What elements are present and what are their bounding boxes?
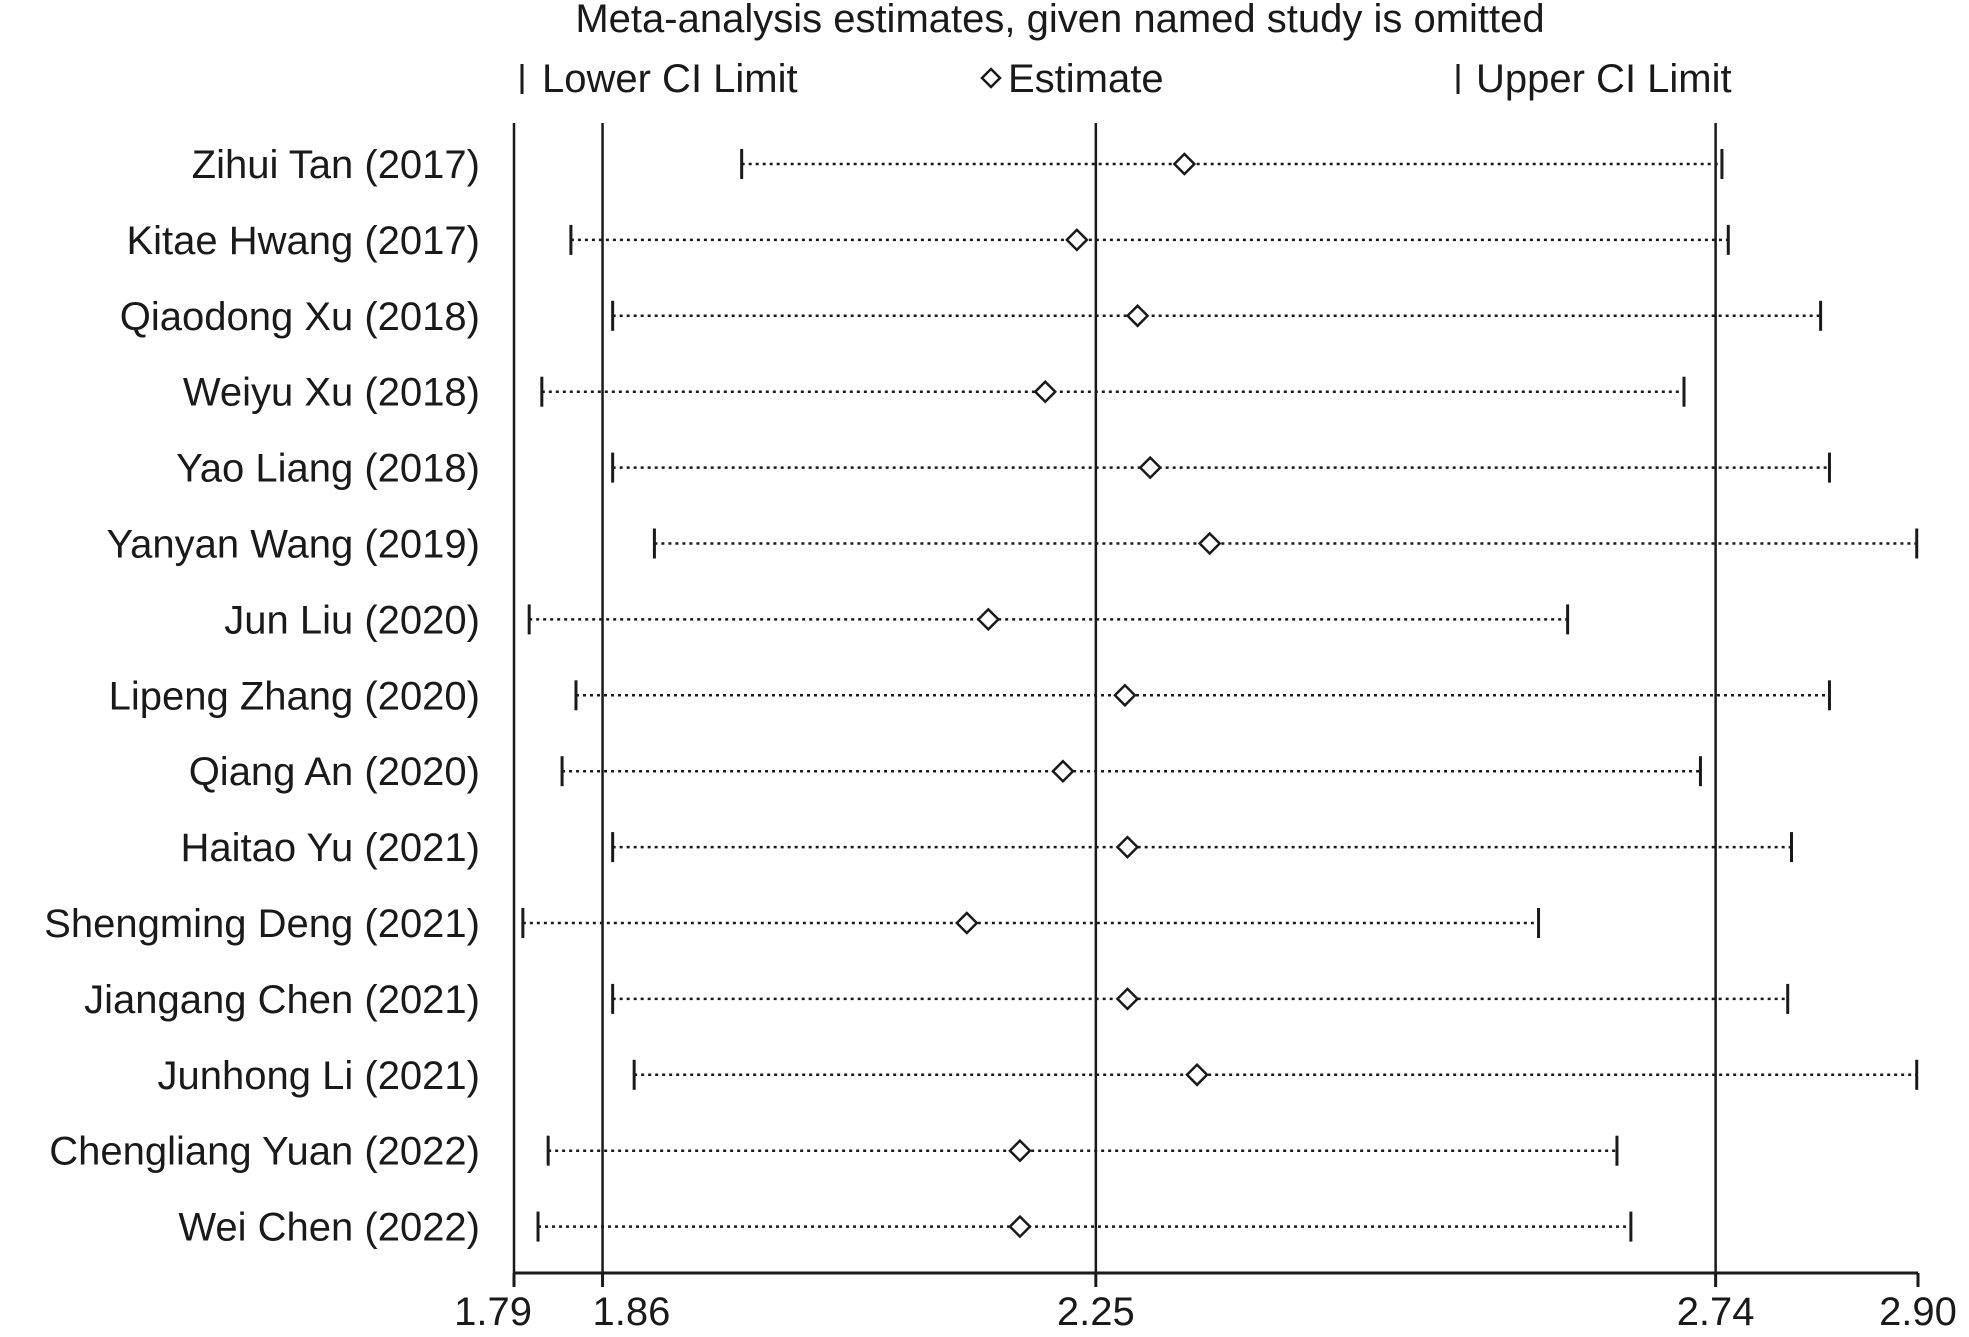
study-label: Haitao Yu (2021) [181, 826, 480, 870]
x-tick-label: 1.79 [454, 1290, 532, 1334]
estimate-marker [1172, 152, 1197, 176]
estimate-marker [1197, 531, 1222, 556]
study-label: Junhong Li (2021) [158, 1054, 480, 1098]
study-row: Weiyu Xu (2018) [183, 371, 1686, 415]
study-label: Qiaodong Xu (2018) [120, 295, 480, 339]
study-row: Jun Liu (2020) [224, 598, 1570, 642]
study-label: Wei Chen (2022) [178, 1206, 480, 1250]
x-tick-label: 2.74 [1677, 1290, 1755, 1334]
estimate-marker [976, 607, 1001, 632]
legend-estimate-label: Estimate [1008, 57, 1164, 101]
estimate-marker [1138, 455, 1162, 480]
estimate-marker [1115, 987, 1140, 1011]
estimate-marker [955, 911, 979, 935]
study-label: Zihui Tan (2017) [192, 143, 480, 187]
study-row: Shengming Deng (2021) [44, 902, 1541, 946]
study-row: Jiangang Chen (2021) [84, 978, 1790, 1022]
estimate-marker [1125, 304, 1150, 328]
study-row: Zihui Tan (2017) [192, 143, 1724, 187]
study-label: Yanyan Wang (2019) [106, 523, 480, 567]
study-label: Yao Liang (2018) [176, 447, 480, 491]
legend: Lower CI Limit Estimate Upper CI Limit [520, 57, 1732, 101]
study-label: Qiang An (2020) [189, 750, 480, 794]
study-row: Kitae Hwang (2017) [126, 219, 1730, 263]
study-label: Jun Liu (2020) [224, 598, 480, 642]
legend-lower-label: Lower CI Limit [542, 57, 798, 101]
x-axis-ticks: 1.79 1.86 2.25 2.74 2.90 [454, 1273, 1957, 1334]
study-label: Chengliang Yuan (2022) [49, 1130, 480, 1174]
estimate-marker [1113, 683, 1137, 708]
study-label: Shengming Deng (2021) [44, 902, 480, 946]
x-tick-label: 1.86 [593, 1290, 671, 1334]
study-row: Yao Liang (2018) [176, 447, 1831, 491]
legend-estimate-marker [980, 67, 1002, 89]
study-label: Weiyu Xu (2018) [183, 371, 480, 415]
reference-lines [601, 123, 1717, 1273]
estimate-marker [1008, 1214, 1032, 1239]
study-row: Lipeng Zhang (2020) [109, 674, 1831, 718]
estimate-marker [1115, 835, 1140, 859]
x-tick-label: 2.25 [1057, 1290, 1135, 1334]
estimate-marker [1008, 1138, 1032, 1163]
estimate-marker [1185, 1063, 1209, 1087]
x-tick-label: 2.90 [1879, 1290, 1957, 1334]
study-label: Lipeng Zhang (2020) [109, 674, 480, 718]
estimate-marker [1051, 759, 1075, 783]
study-row: Yanyan Wang (2019) [106, 523, 1919, 567]
study-label: Jiangang Chen (2021) [84, 978, 480, 1022]
study-row: Junhong Li (2021) [158, 1054, 1919, 1098]
study-row: Wei Chen (2022) [178, 1206, 1633, 1250]
study-row: Haitao Yu (2021) [181, 826, 1794, 870]
study-row: Qiang An (2020) [189, 750, 1702, 794]
study-row: Qiaodong Xu (2018) [120, 295, 1823, 339]
plot-area: 1.79 1.86 2.25 2.74 2.90 Zihui Tan (2017) Kit… [44, 123, 1957, 1334]
study-label: Kitae Hwang (2017) [126, 219, 480, 263]
chart-title: Meta-analysis estimates, given named stu… [575, 0, 1544, 41]
legend-upper-label: Upper CI Limit [1476, 57, 1732, 101]
study-row: Chengliang Yuan (2022) [49, 1130, 1619, 1174]
estimate-marker [1065, 228, 1089, 252]
study-rows: Zihui Tan (2017) Kitae Hwang (2017) Qiaodo… [44, 143, 1919, 1250]
estimate-marker [1033, 379, 1058, 404]
